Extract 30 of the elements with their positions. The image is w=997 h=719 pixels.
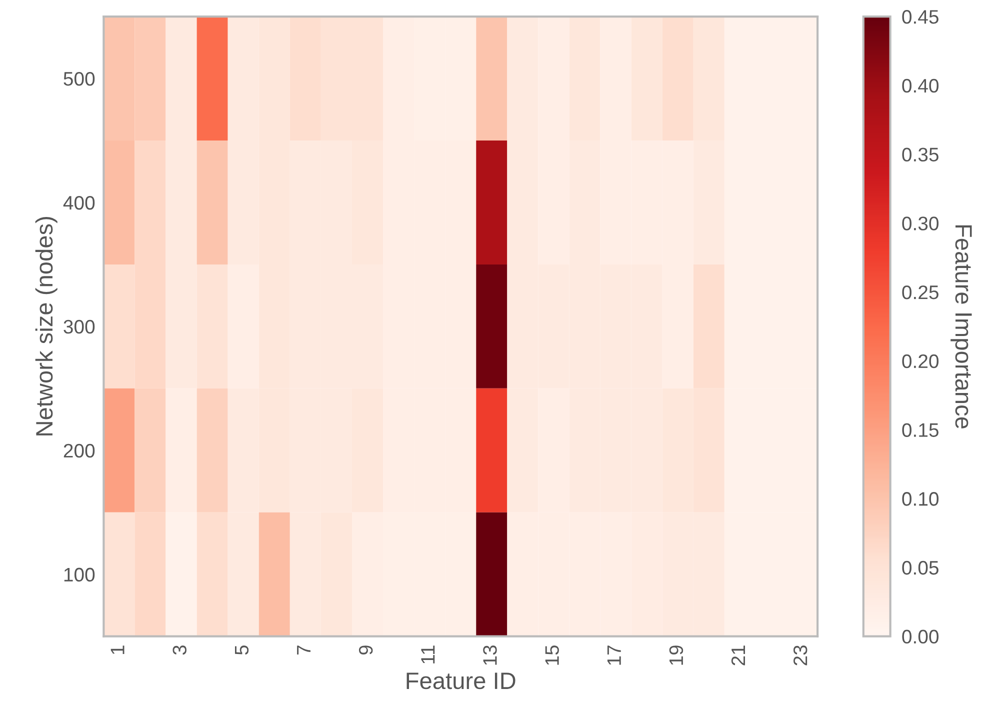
x-tick-label: 19	[669, 646, 684, 665]
x-axis-title: Feature ID	[406, 672, 516, 690]
color-bar-label: 0.05	[902, 560, 938, 575]
x-tick-label: 11	[421, 646, 435, 664]
color-bar-label: 0.45	[902, 10, 938, 24]
color-bar-label: 0.10	[902, 492, 939, 506]
y-tick-label: 500	[64, 72, 95, 86]
y-tick-label: 200	[64, 444, 95, 458]
y-tick-label: 300	[64, 320, 95, 334]
x-tick-label: 9	[358, 646, 373, 655]
x-tick-label: 17	[607, 646, 621, 665]
color-bar-label: 0.00	[902, 630, 939, 644]
y-axis-title: Network size (nodes)	[35, 217, 58, 436]
color-bar-label: 0.35	[902, 148, 938, 162]
x-tick-label: 23	[793, 646, 808, 666]
x-tick-label: 3	[172, 646, 186, 655]
x-tick-label: 13	[483, 646, 497, 665]
color-bar-label: 0.40	[902, 78, 939, 93]
x-tick-label: 15	[545, 645, 559, 665]
y-tick-label: 400	[63, 196, 95, 210]
x-tick-label: 21	[731, 646, 745, 666]
x-tick-label: 7	[297, 646, 310, 654]
color-bar-label: 0.20	[902, 354, 939, 368]
color-bar-label: 0.25	[902, 285, 938, 300]
x-tick-label: 1	[110, 646, 124, 654]
color-bar-label: 0.15	[902, 423, 938, 437]
color-bar-label: 0.30	[902, 216, 939, 230]
x-tick-label: 5	[235, 645, 249, 655]
color-bar-title: Feature Importance	[950, 225, 972, 428]
y-tick-label: 100	[64, 568, 95, 582]
